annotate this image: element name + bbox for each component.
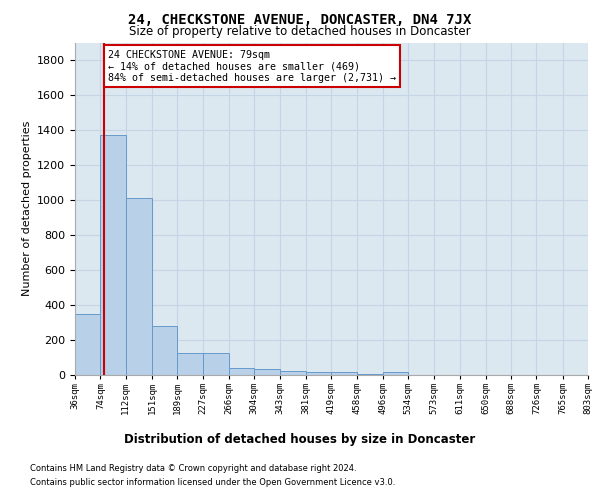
Bar bbox=[229, 368, 254, 375]
Bar bbox=[152, 326, 178, 375]
Text: 24 CHECKSTONE AVENUE: 79sqm
← 14% of detached houses are smaller (469)
84% of se: 24 CHECKSTONE AVENUE: 79sqm ← 14% of det… bbox=[108, 50, 396, 82]
Y-axis label: Number of detached properties: Number of detached properties bbox=[22, 121, 32, 296]
Bar bbox=[178, 352, 203, 375]
Text: Size of property relative to detached houses in Doncaster: Size of property relative to detached ho… bbox=[129, 25, 471, 38]
Bar bbox=[203, 352, 229, 375]
Bar bbox=[254, 369, 280, 375]
Bar bbox=[100, 135, 126, 375]
Bar bbox=[383, 372, 408, 375]
Bar bbox=[331, 372, 357, 375]
Text: Contains HM Land Registry data © Crown copyright and database right 2024.: Contains HM Land Registry data © Crown c… bbox=[30, 464, 356, 473]
Bar bbox=[306, 372, 331, 375]
Text: Distribution of detached houses by size in Doncaster: Distribution of detached houses by size … bbox=[124, 432, 476, 446]
Bar bbox=[280, 370, 306, 375]
Bar bbox=[75, 314, 100, 375]
Text: 24, CHECKSTONE AVENUE, DONCASTER, DN4 7JX: 24, CHECKSTONE AVENUE, DONCASTER, DN4 7J… bbox=[128, 12, 472, 26]
Bar bbox=[357, 374, 383, 375]
Text: Contains public sector information licensed under the Open Government Licence v3: Contains public sector information licen… bbox=[30, 478, 395, 487]
Bar bbox=[126, 198, 152, 375]
